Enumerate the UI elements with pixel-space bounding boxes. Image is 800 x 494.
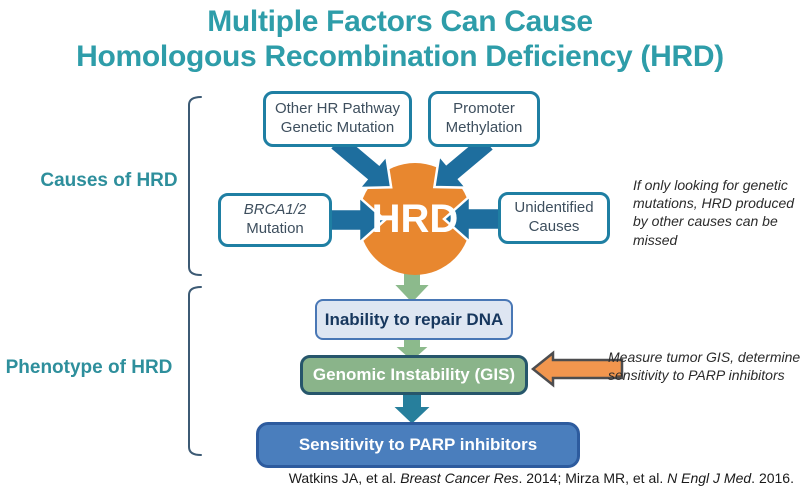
note-line: sensitivity to PARP inhibitors xyxy=(608,367,785,384)
note-genetic-mutations: If only looking for genetic mutations, H… xyxy=(633,176,800,249)
box-line: Other HR Pathway xyxy=(274,100,401,118)
citation-text: . 2014; Mirza MR, et al. xyxy=(518,470,668,486)
arrow-brca-to-hrd-icon xyxy=(327,194,387,246)
arrow-left-measure-gis-icon xyxy=(530,350,624,388)
box-genomic-instability: Genomic Instability (GIS) xyxy=(300,355,528,395)
note-line: missed xyxy=(633,231,678,248)
note-line: Measure tumor GIS, determine xyxy=(608,349,800,365)
box-inability-repair-dna: Inability to repair DNA xyxy=(315,299,513,340)
box-line: Promoter xyxy=(453,100,515,118)
phenotype-section-label: Phenotype of HRD xyxy=(5,357,173,378)
causes-section-label: Causes of HRD xyxy=(40,170,178,191)
box-brca-mutation: BRCA1/2 Mutation xyxy=(218,193,332,247)
box-line: Genetic Mutation xyxy=(280,119,395,136)
box-other-hr-pathway: Other HR Pathway Genetic Mutation xyxy=(263,91,412,147)
hrd-circle xyxy=(359,163,471,275)
arrow-down-gis-to-parp-icon xyxy=(389,391,435,427)
causes-bracket xyxy=(188,96,202,276)
citation: Watkins JA, et al. Breast Cancer Res. 20… xyxy=(289,470,794,486)
hrd-circle-label: HRD xyxy=(371,197,459,241)
arrow-unidentified-to-hrd-icon xyxy=(442,193,502,245)
phenotype-bracket xyxy=(188,286,202,456)
note-line: mutations, HRD produced xyxy=(633,195,795,212)
citation-journal: Breast Cancer Res xyxy=(400,470,519,486)
box-line: Mutation xyxy=(246,220,304,237)
box-promoter-methylation: Promoter Methylation xyxy=(428,91,540,147)
box-parp-sensitivity: Sensitivity to PARP inhibitors xyxy=(256,422,580,468)
citation-text: . 2016. xyxy=(751,470,794,486)
box-line: Methylation xyxy=(445,119,523,136)
note-line: by other causes can be xyxy=(633,213,778,230)
citation-text: Watkins JA, et al. xyxy=(288,470,401,486)
title-line-1: Multiple Factors Can Cause xyxy=(207,5,593,38)
box-line: Causes xyxy=(528,218,580,235)
note-line: If only looking for genetic xyxy=(633,177,788,193)
title-line-2: Homologous Recombination Deficiency (HRD… xyxy=(76,40,724,73)
box-unidentified-causes: Unidentified Causes xyxy=(498,192,610,244)
box-line: Unidentified xyxy=(514,199,594,217)
box-line-brca-gene: BRCA1/2 xyxy=(243,201,307,219)
citation-journal: N Engl J Med xyxy=(667,470,752,486)
note-measure-gis: Measure tumor GIS, determine sensitivity… xyxy=(608,348,800,384)
slide-title: Multiple Factors Can Cause Homologous Re… xyxy=(0,4,800,74)
